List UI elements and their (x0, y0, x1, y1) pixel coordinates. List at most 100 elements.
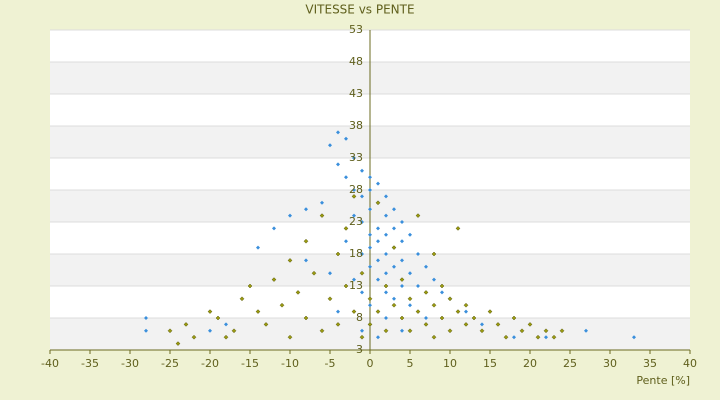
data-point (391, 245, 397, 250)
data-point (344, 239, 348, 244)
data-point (336, 130, 340, 135)
data-point (359, 270, 365, 276)
data-point (400, 239, 404, 244)
x-tick-label: 15 (483, 357, 497, 370)
data-point (272, 226, 276, 231)
data-point (208, 328, 212, 333)
data-point (400, 328, 404, 333)
data-point (584, 328, 588, 333)
data-point (527, 322, 533, 327)
data-point (335, 251, 341, 257)
x-tick-label: -20 (201, 357, 219, 370)
data-point (368, 207, 372, 212)
x-tick-label: -5 (325, 357, 336, 370)
data-point (480, 322, 484, 327)
data-point (255, 309, 261, 314)
data-point (408, 271, 412, 276)
data-point (303, 315, 309, 321)
data-point (344, 175, 348, 180)
data-point (392, 264, 396, 269)
data-point (384, 232, 388, 237)
data-point (384, 316, 388, 320)
x-tick-label: 10 (443, 357, 457, 370)
x-tick-label: 20 (523, 357, 537, 370)
data-point (359, 334, 365, 340)
data-point (368, 232, 372, 237)
data-point (439, 283, 445, 289)
data-point (471, 315, 477, 321)
x-tick-label: -40 (41, 357, 59, 370)
data-point (400, 258, 404, 263)
data-point (439, 315, 445, 321)
data-point (495, 322, 501, 327)
data-point (376, 258, 380, 263)
data-point (559, 328, 565, 334)
data-point (407, 328, 413, 334)
data-point (287, 258, 293, 263)
data-point (392, 296, 396, 301)
data-point (392, 207, 396, 212)
data-point (191, 334, 197, 340)
data-point (344, 136, 348, 141)
data-point (304, 207, 308, 212)
data-point (360, 168, 364, 173)
data-point (287, 334, 293, 340)
y-tick-label: 18 (349, 247, 363, 260)
y-tick-label: 3 (356, 343, 363, 356)
data-point (512, 335, 516, 340)
x-tick-label: 40 (683, 357, 697, 370)
data-point (376, 181, 380, 186)
x-tick-label: 35 (643, 357, 657, 370)
data-point (400, 220, 404, 224)
data-point (360, 194, 364, 199)
x-tick-label: -25 (161, 357, 179, 370)
data-point (392, 226, 396, 231)
data-point (311, 270, 317, 276)
data-point (464, 309, 468, 314)
data-point (455, 309, 461, 314)
data-point (256, 245, 260, 250)
data-point (360, 290, 364, 295)
x-tick-label: 5 (407, 357, 414, 370)
data-point (343, 283, 349, 289)
data-point (319, 328, 325, 334)
data-point (304, 258, 308, 263)
data-point (423, 322, 429, 327)
data-point (463, 322, 469, 327)
data-point (295, 290, 301, 295)
y-tick-label: 23 (349, 215, 363, 228)
data-point (376, 277, 380, 282)
y-tick-label: 33 (349, 151, 363, 164)
x-tick-label: -15 (241, 357, 259, 370)
data-point (384, 252, 388, 256)
data-point (400, 284, 404, 288)
data-point (376, 335, 380, 340)
data-point (423, 290, 429, 295)
data-point (231, 328, 237, 334)
data-point (416, 284, 420, 288)
data-point (223, 334, 229, 340)
data-point (215, 315, 221, 321)
data-point (351, 309, 357, 314)
data-point (328, 143, 332, 148)
x-tick-label: -10 (281, 357, 299, 370)
data-point (303, 238, 309, 244)
data-point (535, 334, 541, 340)
data-point (479, 328, 485, 334)
data-point (415, 309, 421, 314)
data-point (360, 328, 364, 333)
x-tick-label: -35 (81, 357, 99, 370)
data-point (368, 245, 372, 250)
data-point (328, 271, 332, 276)
data-point (352, 188, 356, 192)
data-point (391, 302, 397, 308)
data-point (207, 309, 213, 314)
data-point (431, 302, 437, 308)
x-tick-label: 30 (603, 357, 617, 370)
data-point (463, 302, 469, 308)
data-point (431, 334, 437, 340)
data-point (352, 213, 356, 218)
x-tick-label: 25 (563, 357, 577, 370)
data-point (383, 328, 389, 334)
